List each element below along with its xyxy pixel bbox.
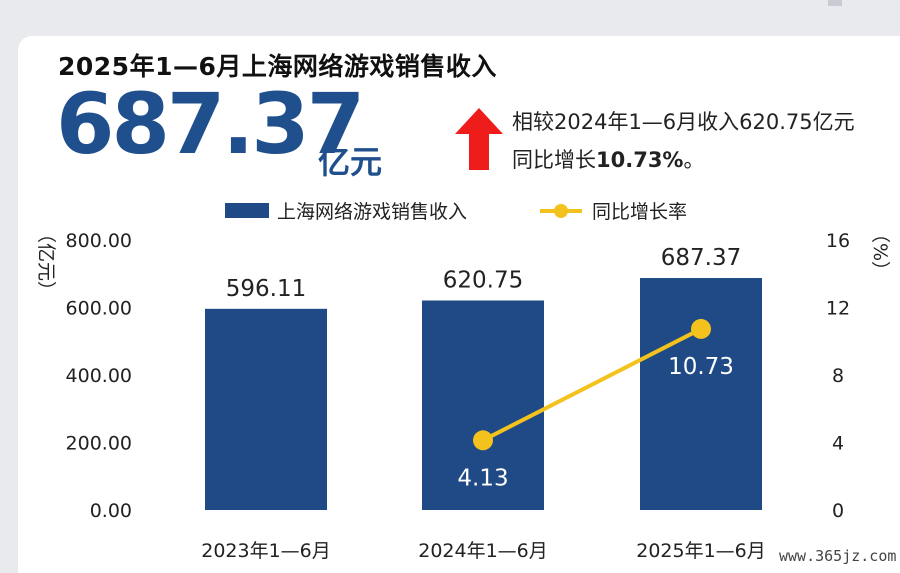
legend-bar-label: 上海网络游戏销售收入 — [277, 201, 467, 223]
comparison-growth-value: 10.73% — [596, 148, 684, 172]
bar-value-label: 620.75 — [443, 267, 523, 293]
comparison-text: 相较2024年1—6月收入620.75亿元 同比增长10.73%。 — [512, 103, 855, 179]
y-left-tick-label: 800.00 — [66, 230, 132, 252]
y-left-tick-label: 200.00 — [66, 433, 132, 455]
bar-value-label: 687.37 — [661, 245, 741, 271]
headline-unit: 亿元 — [318, 143, 383, 181]
comparison-line-2: 同比增长10.73%。 — [512, 141, 855, 179]
bar — [640, 278, 762, 510]
growth-rate-label: 10.73 — [668, 354, 734, 380]
bar — [422, 300, 544, 510]
bar-value-label: 596.11 — [226, 276, 306, 302]
growth-rate-label: 4.13 — [457, 465, 508, 491]
headline-value: 687.37 — [56, 75, 365, 173]
bar — [205, 308, 327, 510]
x-category-label: 2023年1—6月 — [201, 540, 331, 562]
chart-title: 2025年1—6月上海网络游戏销售收入 — [58, 52, 497, 81]
corner-mark — [828, 0, 842, 6]
growth-rate-line — [482, 327, 702, 443]
y-right-unit-label: （%） — [869, 224, 891, 280]
comparison-line-1: 相较2024年1—6月收入620.75亿元 — [512, 110, 855, 134]
y-right-tick-label: 4 — [832, 433, 844, 455]
legend-bar-swatch — [225, 203, 269, 218]
growth-rate-point — [473, 430, 493, 451]
y-left-tick-label: 400.00 — [66, 365, 132, 387]
comparison-suffix: 。 — [683, 148, 705, 172]
y-right-tick-label: 12 — [826, 298, 850, 320]
y-right-tick-label: 16 — [826, 230, 850, 252]
legend-line-label: 同比增长率 — [592, 201, 687, 223]
watermark: www.365jz.com — [779, 547, 897, 565]
comparison-prefix: 同比增长 — [512, 148, 596, 172]
y-left-unit-label: （亿元） — [35, 224, 57, 300]
y-left-tick-label: 600.00 — [66, 298, 132, 320]
x-category-label: 2025年1—6月 — [636, 540, 766, 562]
y-right-tick-label: 8 — [832, 365, 844, 387]
legend-line-marker — [554, 204, 568, 218]
y-right-tick-label: 0 — [832, 500, 844, 522]
up-arrow-icon — [455, 108, 503, 170]
growth-rate-point — [691, 318, 711, 339]
x-category-label: 2024年1—6月 — [418, 540, 548, 562]
y-left-tick-label: 0.00 — [90, 500, 132, 522]
